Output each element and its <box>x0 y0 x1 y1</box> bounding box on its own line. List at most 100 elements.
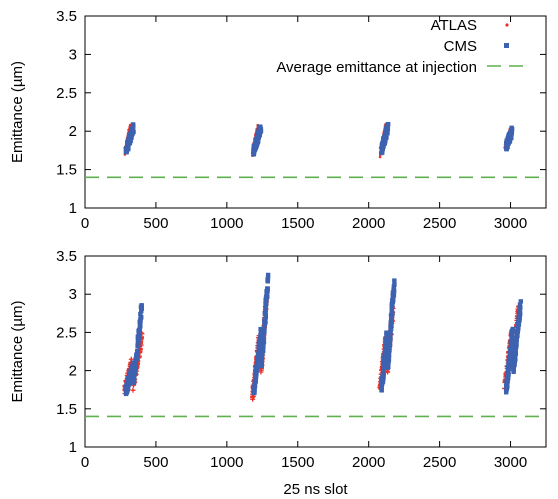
cms-data-point <box>517 309 523 314</box>
x-tick-label: 1000 <box>210 215 243 232</box>
cms-data-point <box>385 130 390 136</box>
cms-data-point <box>505 384 510 389</box>
cms-data-point <box>381 367 386 372</box>
x-tick-label: 0 <box>81 454 89 471</box>
x-tick-label: 2500 <box>423 454 456 471</box>
cms-data-point <box>509 336 515 341</box>
bottom-axis-ticks: 0 500 1000 1500 2000 2500 3000 1 1.5 2 2.5 3 3.5 <box>56 248 546 471</box>
cms-data-point <box>387 342 393 348</box>
cms-data-point <box>256 345 262 351</box>
cms-data-point <box>389 321 394 327</box>
legend-label-injection: Average emittance at injection <box>276 59 477 76</box>
cms-data-point <box>252 386 257 391</box>
x-tick-label: 3000 <box>494 215 527 232</box>
cms-data-point <box>379 388 384 393</box>
cms-data-point <box>263 310 268 315</box>
cms-data-point <box>253 372 259 378</box>
cms-data-point <box>509 125 514 131</box>
cms-data-point <box>382 364 387 370</box>
cms-data-point <box>132 373 137 378</box>
cms-data-point <box>509 129 514 135</box>
y-tick-label: 1.5 <box>56 162 77 179</box>
cms-data-point <box>509 348 514 353</box>
x-tick-label: 2500 <box>423 215 456 232</box>
cms-data-point <box>515 333 520 338</box>
x-tick-label: 500 <box>143 215 168 232</box>
atlas-data-point <box>130 387 136 393</box>
cms-data-point <box>390 303 395 308</box>
cms-data-point <box>261 339 267 345</box>
cms-data-point <box>384 339 389 344</box>
cms-data-point <box>137 326 142 331</box>
x-tick-label: 500 <box>143 454 168 471</box>
x-tick-label: 3000 <box>494 454 527 471</box>
cms-data-point <box>388 337 393 342</box>
cms-data-point <box>381 371 386 376</box>
cms-data-point <box>255 358 260 363</box>
legend-label-atlas: ATLAS <box>431 17 477 34</box>
x-tick-label: 1500 <box>281 215 314 232</box>
cms-data-point <box>258 330 264 335</box>
cms-data-point <box>262 328 267 334</box>
cms-data-point <box>514 342 519 347</box>
cms-data-point <box>263 314 268 319</box>
cms-data-point <box>514 338 519 343</box>
cms-data-point <box>386 363 391 368</box>
cms-data-point <box>381 377 386 382</box>
cms-data-point <box>259 361 265 366</box>
cms-data-point <box>509 341 514 347</box>
x-tick-label: 0 <box>81 215 89 232</box>
cms-data-point <box>263 300 269 305</box>
cms-data-point <box>131 129 136 135</box>
y-tick-label: 1 <box>69 439 77 456</box>
top-y-axis-label: Emittance (µm) <box>9 61 26 163</box>
cms-data-point <box>389 308 394 314</box>
cms-data-point <box>517 304 523 310</box>
cms-data-point <box>257 132 263 138</box>
cms-data-point <box>391 291 396 296</box>
cms-data-point <box>518 299 524 304</box>
atlas-data-point <box>385 369 391 375</box>
y-tick-label: 2.5 <box>56 324 77 341</box>
cms-data-point <box>513 351 518 356</box>
bottom-panel: 0 500 1000 1500 2000 2500 3000 1 1.5 2 2.5 3 3.5 Emi… <box>9 248 547 498</box>
cms-data-point <box>138 314 144 320</box>
cms-data-point <box>131 376 137 382</box>
cms-data-point <box>513 357 518 362</box>
cms-data-point <box>513 347 518 352</box>
cms-data-point <box>387 339 393 345</box>
cms-data-point <box>385 124 390 130</box>
cms-data-point <box>137 321 143 327</box>
x-tick-label: 2000 <box>352 215 385 232</box>
cms-data-point <box>131 123 136 128</box>
cms-data-point <box>506 366 512 372</box>
cms-data-point <box>517 316 522 321</box>
bottom-data-points <box>122 272 524 402</box>
cms-data-point <box>258 129 263 135</box>
cms-data-point <box>139 306 144 311</box>
cms-data-point <box>382 354 387 359</box>
cms-data-point <box>505 144 510 150</box>
x-tick-label: 1000 <box>210 454 243 471</box>
atlas-data-point <box>378 155 382 159</box>
cms-data-point <box>138 311 143 317</box>
legend: ATLAS CMS Average emittance at injection <box>276 17 527 76</box>
cms-data-point <box>255 361 260 366</box>
cms-data-point <box>134 352 139 357</box>
atlas-data-point <box>249 394 255 400</box>
cms-data-point <box>255 138 260 143</box>
cms-data-point <box>258 124 263 130</box>
cms-data-point <box>384 330 389 335</box>
cms-data-point <box>133 359 138 365</box>
cms-data-point <box>126 382 132 387</box>
cms-data-point <box>392 278 397 283</box>
cms-data-point <box>252 390 257 396</box>
cms-data-point <box>130 363 136 368</box>
legend-keys <box>487 23 527 67</box>
cms-data-point <box>254 367 260 372</box>
cms-data-point <box>517 312 523 317</box>
cms-data-point <box>256 354 261 359</box>
cms-data-point <box>389 318 394 323</box>
cms-data-point <box>260 343 266 348</box>
cms-data-point <box>517 302 523 307</box>
